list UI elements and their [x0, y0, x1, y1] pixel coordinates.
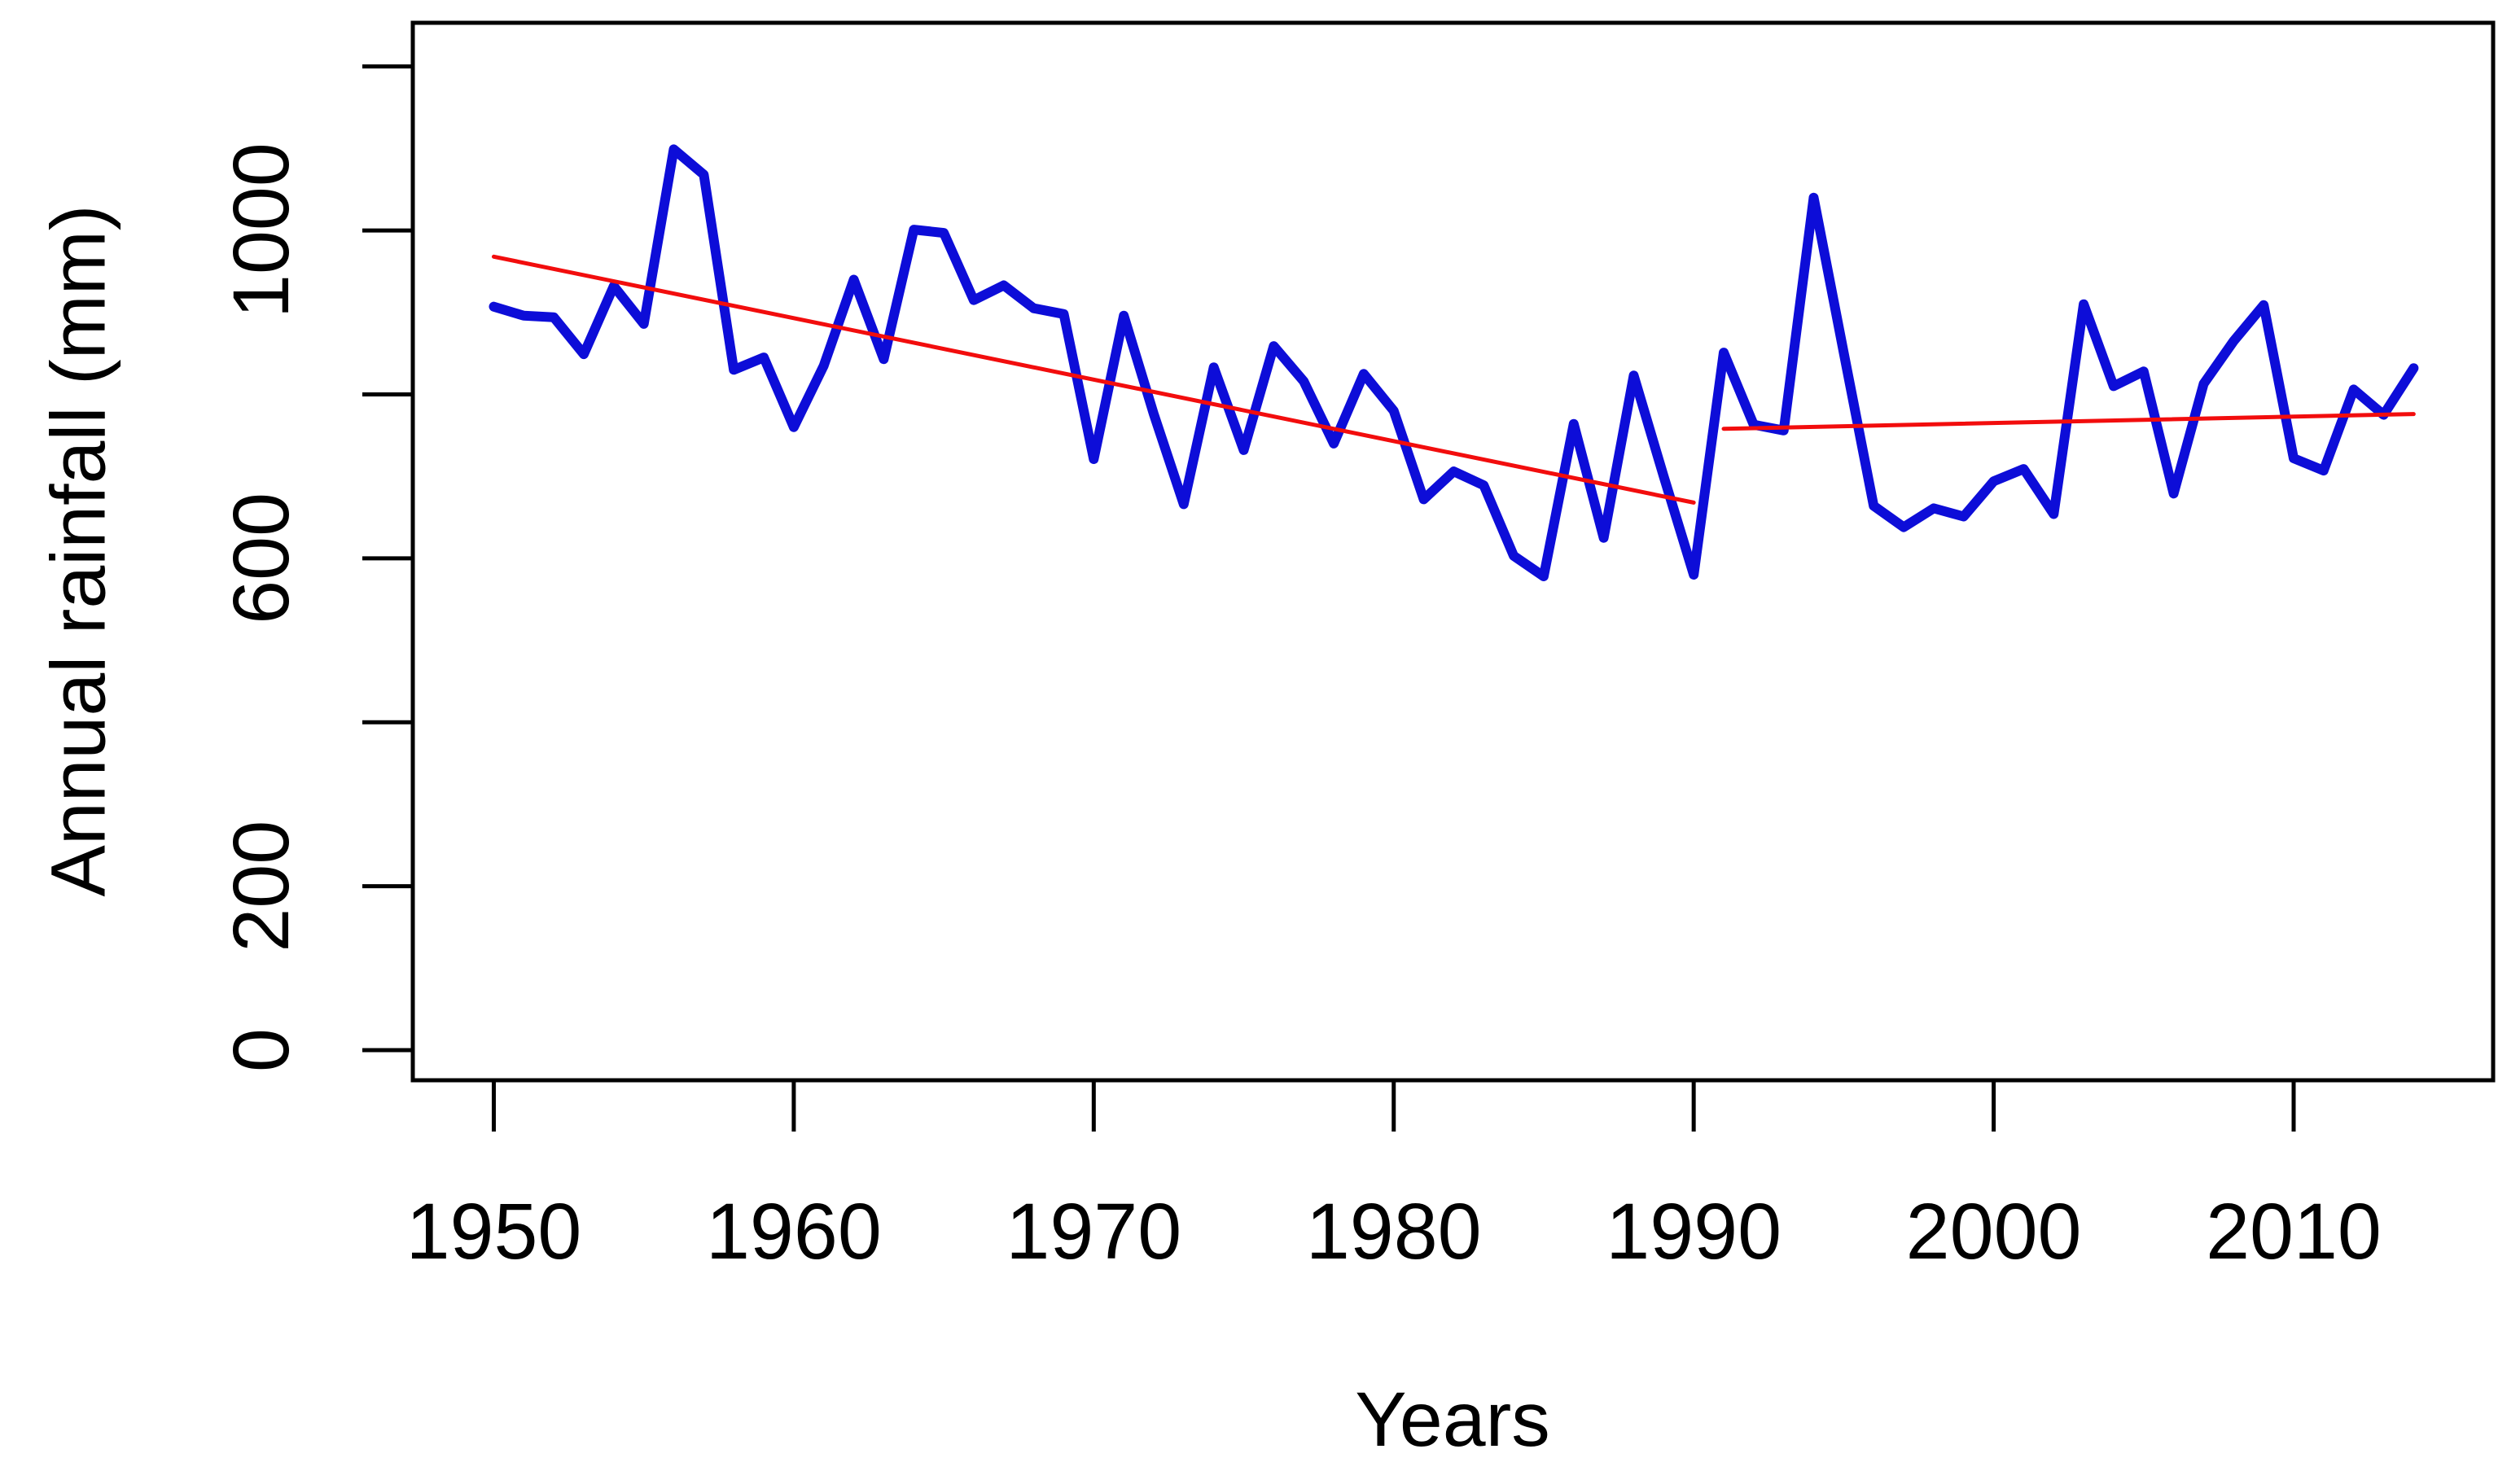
x-tick-label: 2010 [2206, 1187, 2382, 1276]
y-tick-label: 1000 [217, 142, 305, 318]
trend-line [491, 254, 1696, 505]
x-tick-label: 2000 [1906, 1187, 2082, 1276]
x-axis-title: Years [1355, 1377, 1550, 1463]
x-tick-label: 1990 [1606, 1187, 1782, 1276]
plot-box [410, 20, 2496, 1083]
rainfall-series-line [489, 144, 2419, 581]
trend-line [1721, 412, 2416, 431]
x-tick-label: 1980 [1306, 1187, 1482, 1276]
y-tick-label: 600 [217, 493, 305, 624]
y-axis-title: Annual rainfall (mm) [35, 204, 122, 897]
x-tick-label: 1960 [706, 1187, 882, 1276]
x-tick-label: 1970 [1006, 1187, 1181, 1276]
y-tick-label: 200 [217, 821, 305, 952]
y-tick-label: 0 [217, 1028, 305, 1072]
x-tick-label: 1950 [406, 1187, 582, 1276]
